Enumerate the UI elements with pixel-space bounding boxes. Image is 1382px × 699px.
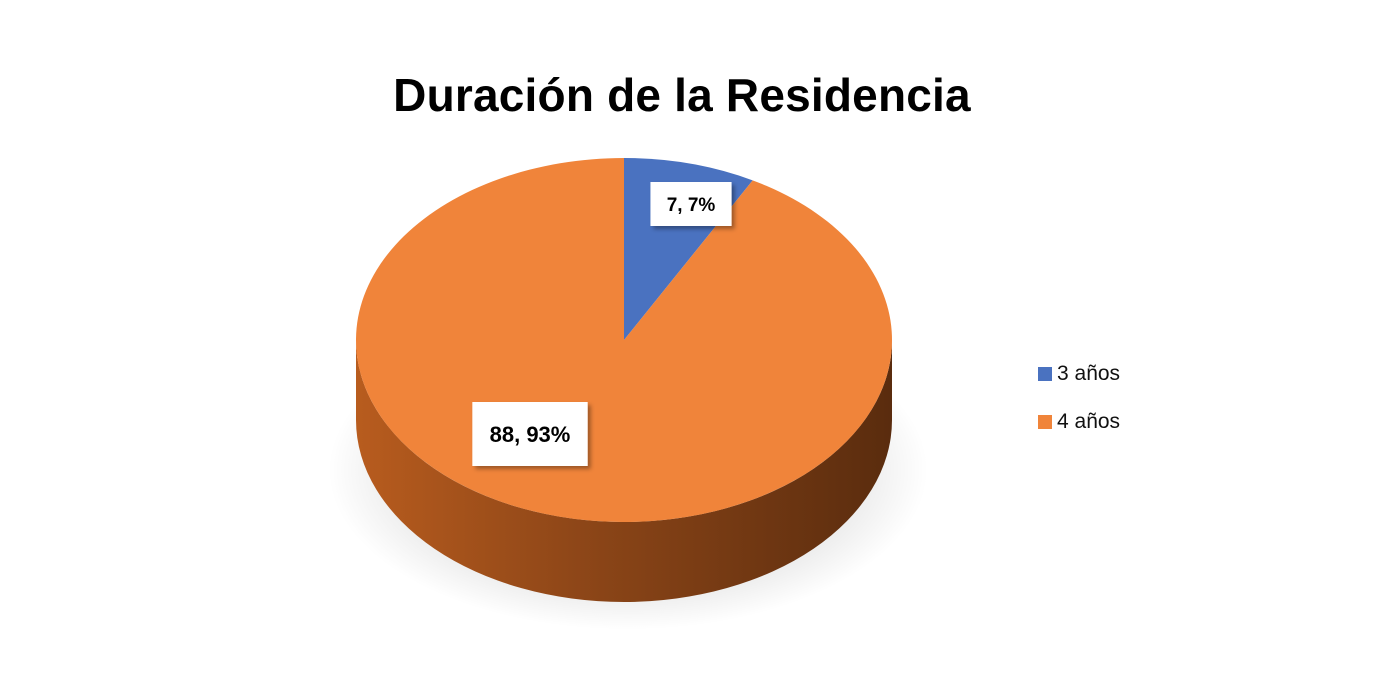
legend-item-2: 4 años xyxy=(1038,398,1120,446)
data-label-1: 7, 7% xyxy=(650,182,732,226)
legend-swatch-2 xyxy=(1038,415,1052,429)
pie-side-band xyxy=(356,340,892,602)
data-label-text-1: 7, 7% xyxy=(667,195,716,216)
legend: 3 años 4 años xyxy=(1038,350,1120,446)
legend-label-1: 3 años xyxy=(1057,362,1121,385)
pie-slice-2 xyxy=(355,158,893,522)
pie-side xyxy=(356,340,892,602)
legend-swatch-1 xyxy=(1038,367,1052,381)
data-label-text-2: 88, 93% xyxy=(490,422,571,447)
data-label-2: 88, 93% xyxy=(472,402,588,466)
pie-slices xyxy=(355,158,893,522)
legend-item-1: 3 años xyxy=(1038,350,1120,398)
legend-label-2: 4 años xyxy=(1057,410,1121,433)
chart-title: Duración de la Residencia xyxy=(393,69,971,121)
pie-labels: 7, 7% 88, 93% xyxy=(472,182,732,466)
